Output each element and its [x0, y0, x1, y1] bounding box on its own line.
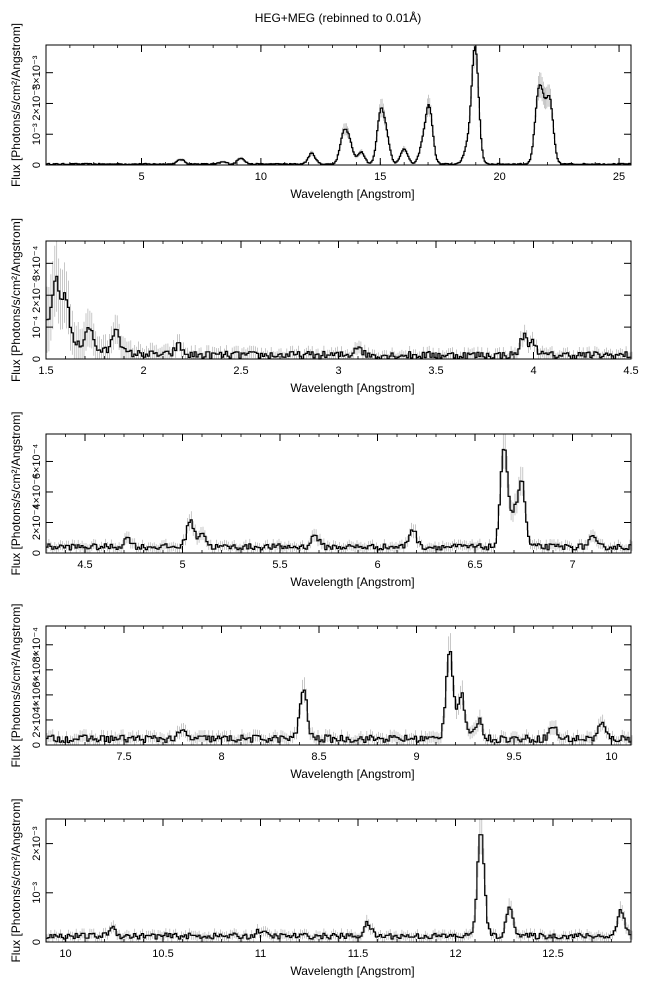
- x-tick-label: 10: [59, 948, 71, 960]
- plot-frame: [45, 433, 632, 554]
- y-tick-label: 2×10⁻⁴: [31, 702, 43, 738]
- panel-4: 7.5 8 8.5 9 9.5 10 0 2×10⁻⁴4×10⁻⁴6×10⁻⁴8×10⁻⁴ Wa…: [9, 603, 633, 781]
- y-axis-label: Flux [Photons/s/cm²/Angstrom]: [9, 603, 23, 767]
- y-tick-label: 10⁻⁴: [31, 315, 43, 338]
- x-tick-label: 9.5: [506, 751, 521, 763]
- y-axis-label: Flux [Photons/s/cm²/Angstrom]: [9, 411, 23, 575]
- x-tick-label: 10.5: [152, 948, 173, 960]
- x-axis-label: Wavelength [Angstrom]: [290, 575, 414, 589]
- y-tick-label: 0: [31, 356, 43, 362]
- y-tick-label: 6×10⁻⁴: [31, 444, 43, 480]
- plot-frame: [45, 625, 632, 746]
- x-tick-label: 15: [374, 171, 386, 183]
- x-tick-label: 5.5: [272, 559, 287, 571]
- x-tick-label: 7.5: [116, 751, 131, 763]
- plot-frame: [45, 240, 632, 360]
- y-tick-label: 2×10⁻⁴: [31, 277, 43, 313]
- plot-frame: [45, 818, 632, 943]
- y-axis-label: Flux [Photons/s/cm²/Angstrom]: [9, 798, 23, 962]
- spectrum-series: [46, 448, 632, 551]
- y-tick-label: 8×10⁻⁴: [31, 627, 43, 663]
- x-axis-label: Wavelength [Angstrom]: [290, 381, 414, 395]
- x-tick-label: 4.5: [623, 365, 638, 377]
- x-tick-label: 3: [335, 365, 341, 377]
- x-tick-label: 3.5: [428, 365, 443, 377]
- y-tick-label: 10⁻³: [31, 123, 43, 145]
- x-tick-label: 12.5: [542, 948, 563, 960]
- y-tick-label: 3×10⁻³: [31, 55, 43, 90]
- y-tick-label: 2×10⁻⁴: [31, 505, 43, 541]
- error-bars: [46, 819, 633, 942]
- y-tick-label: 0: [31, 550, 43, 556]
- y-axis-label: Flux [Photons/s/cm²/Angstrom]: [9, 218, 23, 382]
- y-axis-label: Flux [Photons/s/cm²/Angstrom]: [9, 23, 23, 187]
- figure-title: HEG+MEG (rebinned to 0.01Å): [255, 10, 421, 25]
- panel-5: 10 10.5 11 11.5 12 12.5 0 10⁻³ 2×10⁻³ Wavelength …: [9, 798, 633, 978]
- panel-3: 4.5 5 5.5 6 6.5 7 0 2×10⁻⁴4×10⁻⁴6×10⁻⁴ Wavelengt…: [9, 411, 633, 589]
- y-tick-label: 0: [31, 939, 43, 945]
- x-tick-label: 5: [179, 559, 185, 571]
- x-tick-label: 1.5: [38, 365, 53, 377]
- x-tick-label: 2.5: [233, 365, 248, 377]
- error-bars: [46, 434, 633, 553]
- x-tick-label: 10: [255, 171, 267, 183]
- x-axis-label: Wavelength [Angstrom]: [290, 964, 414, 978]
- y-tick-label: 4×10⁻⁴: [31, 677, 43, 713]
- x-tick-label: 25: [613, 171, 625, 183]
- x-axis-label: Wavelength [Angstrom]: [290, 767, 414, 781]
- error-bars: [46, 633, 633, 745]
- panel-1: 5 10 15 20 25 0 10⁻³ 2×10⁻³3×10⁻³ Wavelength [An…: [9, 23, 632, 201]
- panel-2: 1.5 2 2.5 3 3.5 4 4.5 0 10⁻⁴ 2×10⁻⁴3×10⁻⁴ Waveleng…: [9, 218, 639, 395]
- y-tick-label: 10⁻³: [31, 882, 43, 904]
- y-tick-label: 2×10⁻³: [31, 86, 43, 121]
- x-axis-label: Wavelength [Angstrom]: [290, 187, 414, 201]
- x-tick-label: 6.5: [467, 559, 482, 571]
- x-tick-label: 12: [449, 948, 461, 960]
- y-tick-label: 6×10⁻⁴: [31, 652, 43, 688]
- error-bars: [46, 241, 633, 359]
- x-tick-label: 4: [530, 365, 536, 377]
- y-tick-label: 0: [31, 742, 43, 748]
- x-tick-label: 11: [255, 948, 266, 960]
- y-tick-label: 4×10⁻⁴: [31, 474, 43, 510]
- spectrum-series: [46, 275, 632, 360]
- x-tick-label: 9: [413, 751, 419, 763]
- x-tick-label: 8: [218, 751, 224, 763]
- x-tick-label: 7: [569, 559, 575, 571]
- plot-frame: [45, 44, 632, 166]
- x-tick-label: 20: [494, 171, 506, 183]
- x-tick-label: 4.5: [77, 559, 92, 571]
- error-bars: [46, 45, 631, 165]
- x-tick-label: 10: [605, 751, 617, 763]
- y-tick-label: 0: [31, 162, 43, 168]
- x-tick-label: 5: [138, 171, 144, 183]
- x-tick-label: 6: [374, 559, 380, 571]
- y-tick-label: 2×10⁻³: [31, 826, 43, 861]
- y-tick-label: 3×10⁻⁴: [31, 245, 43, 281]
- x-tick-label: 11.5: [348, 948, 369, 960]
- spectrum-series: [46, 46, 631, 166]
- x-tick-label: 8.5: [311, 751, 326, 763]
- x-tick-label: 2: [140, 365, 146, 377]
- spectrum-series: [46, 651, 632, 744]
- spectrum-series: [46, 834, 632, 940]
